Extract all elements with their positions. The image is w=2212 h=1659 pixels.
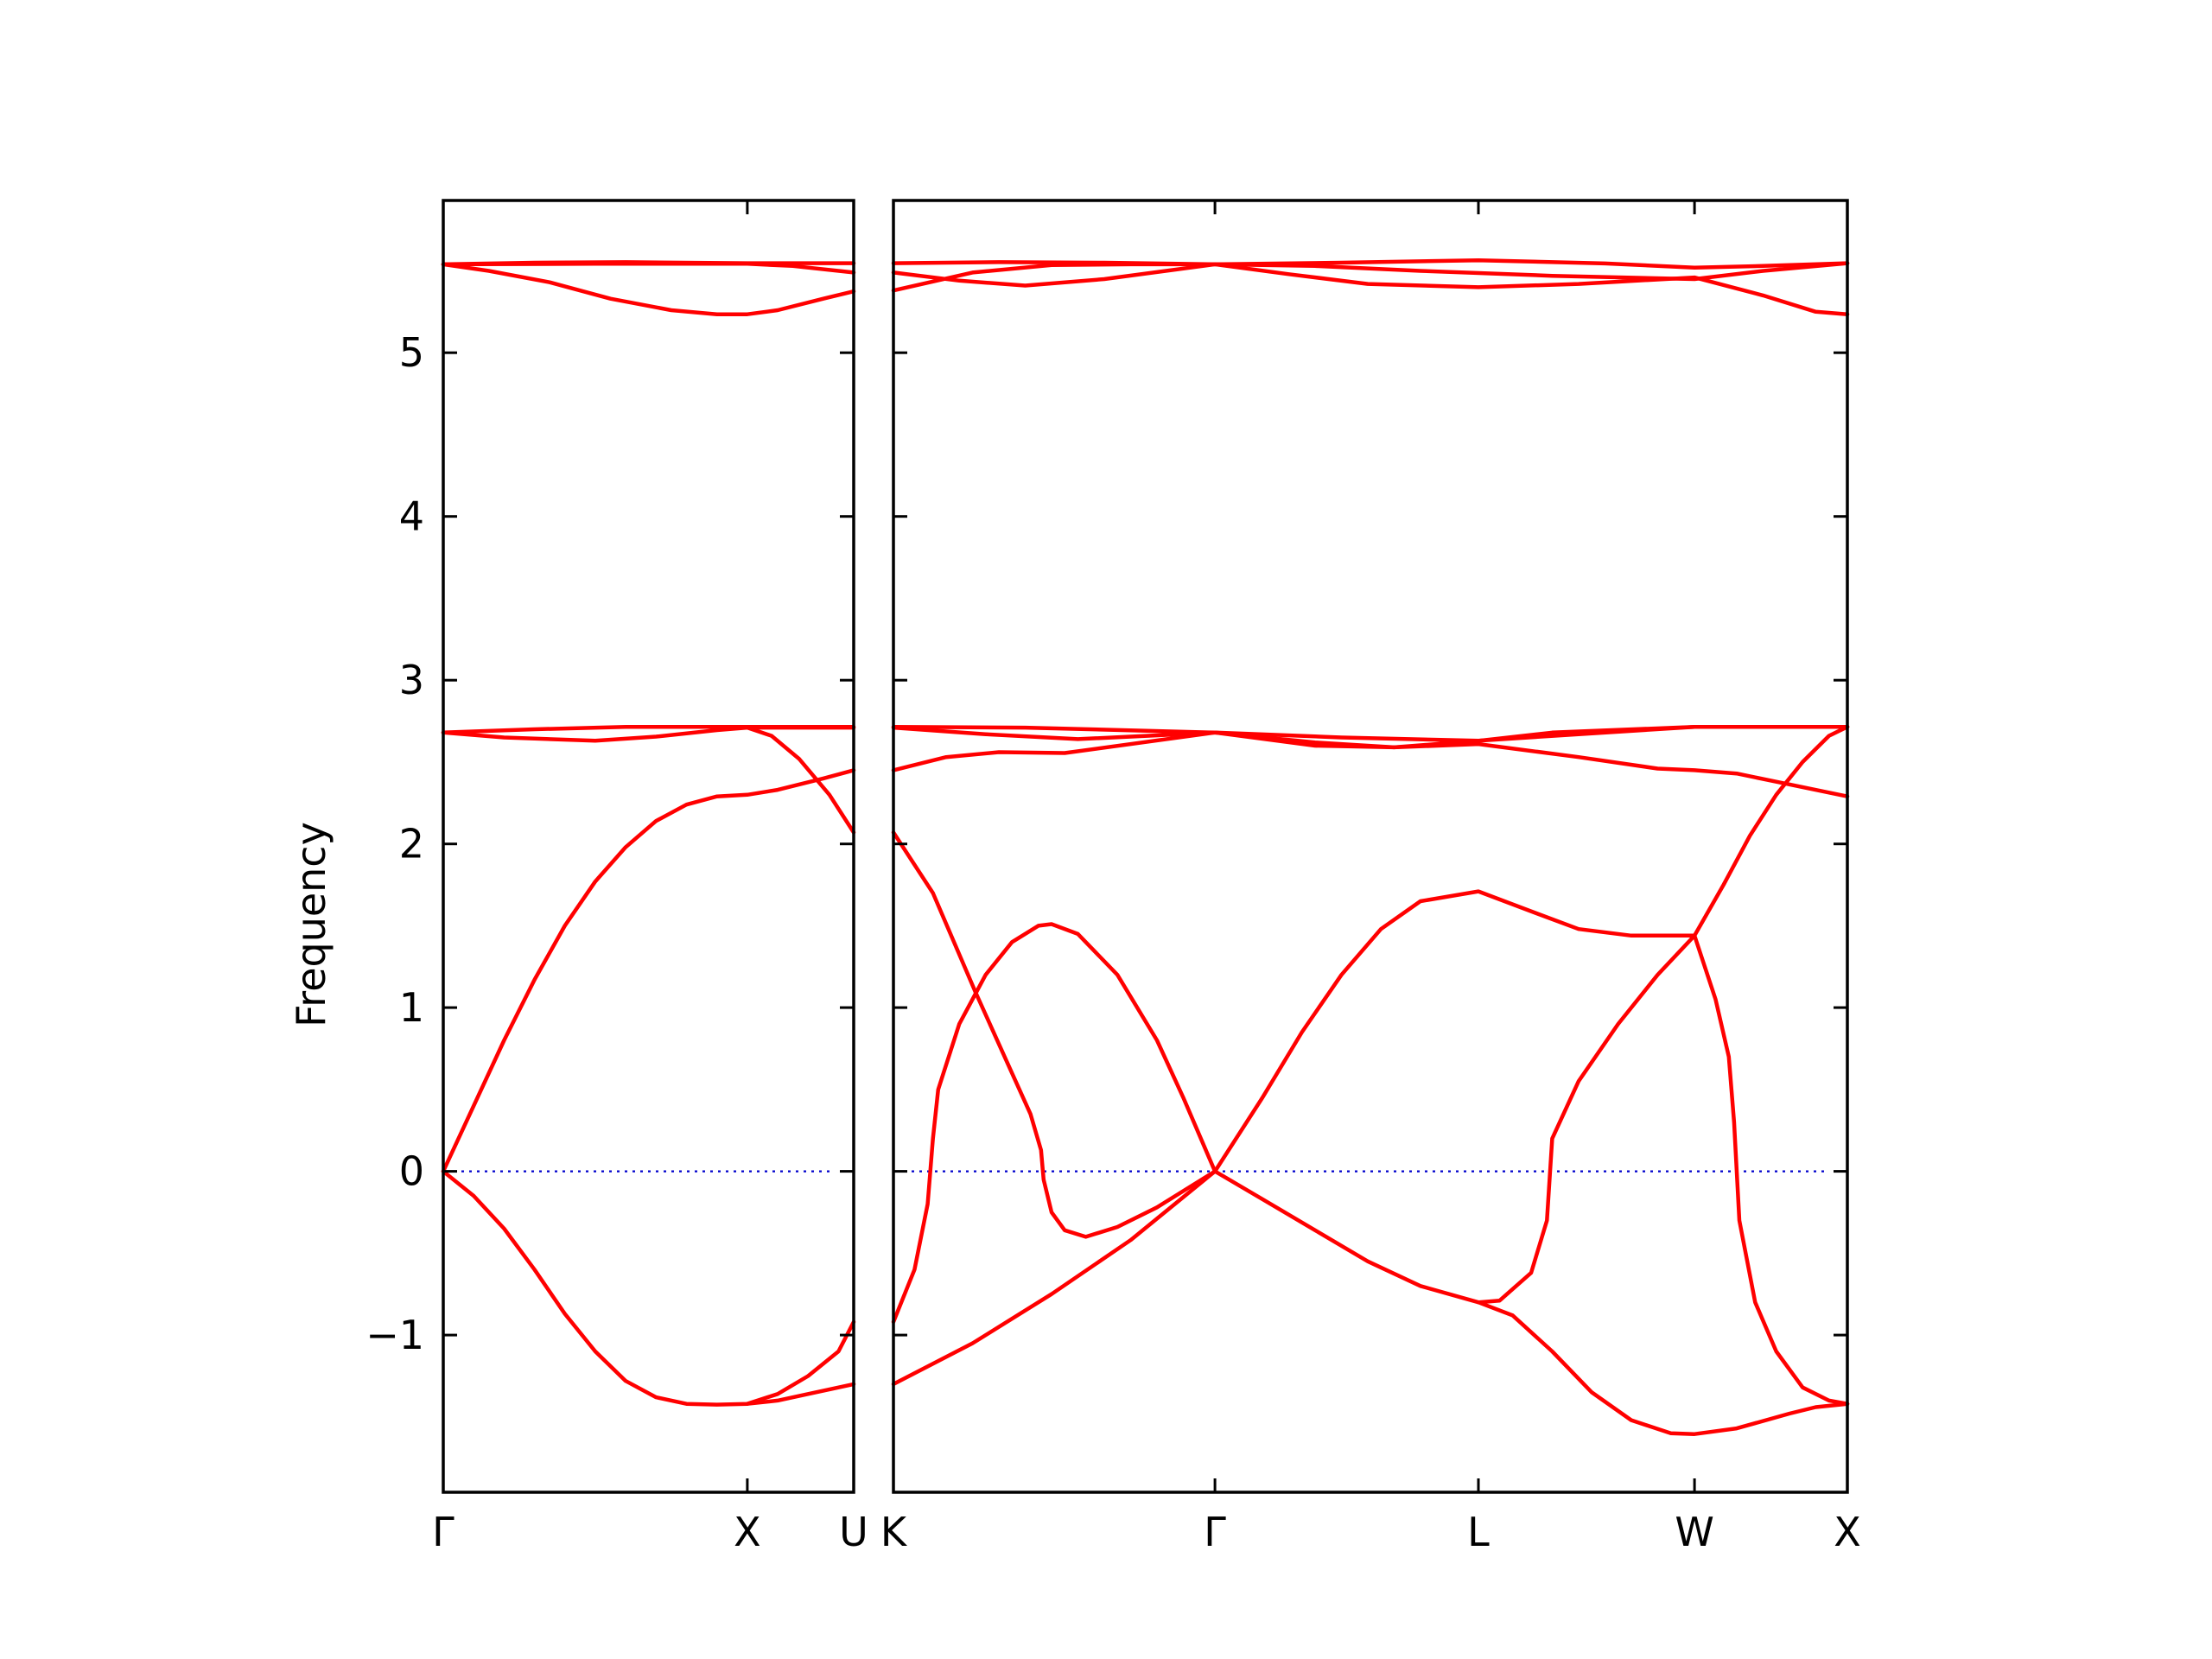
- plot-frame-left: [442, 199, 855, 1494]
- band-line-right-3: [891, 262, 1850, 316]
- panel-left: −1 0 1 2 3 4 5 Γ X U: [365, 199, 868, 1555]
- y-tick-label: 5: [399, 329, 424, 376]
- x-tick-label: Γ: [1204, 1509, 1226, 1555]
- band-line-left-2: [441, 262, 856, 316]
- band-line-right-7: [891, 830, 1217, 1239]
- band-line-right-2: [891, 261, 1850, 293]
- x-tick-label: Γ: [432, 1509, 454, 1555]
- band-line-right-9: [891, 1169, 1217, 1387]
- x-tick-label: X: [1834, 1509, 1861, 1555]
- band-line-right-1: [891, 257, 1850, 270]
- y-tick-label: 3: [399, 657, 424, 703]
- band-line-left-3: [441, 262, 856, 275]
- band-line-left-9: [745, 1319, 856, 1406]
- y-tick-label: 0: [399, 1148, 424, 1195]
- band-line-right-13: [1692, 933, 1850, 1406]
- band-line-right-6: [891, 730, 1850, 798]
- band-line-left-7: [745, 725, 856, 835]
- y-tick-label: −1: [365, 1312, 424, 1358]
- band-line-left-8: [441, 1169, 856, 1407]
- x-tick-label: W: [1675, 1509, 1713, 1555]
- plot-frame-right: [892, 199, 1849, 1494]
- band-line-left-6: [441, 768, 856, 1173]
- band-line-right-12: [1476, 1300, 1850, 1436]
- y-axis-label: Frequency: [288, 822, 334, 1027]
- x-tick-label: K: [880, 1509, 908, 1555]
- x-tick-label: U: [839, 1509, 868, 1555]
- y-tick-label: 1: [399, 984, 424, 1031]
- band-line-right-14: [1692, 724, 1850, 938]
- y-tick-label: 4: [399, 493, 424, 540]
- y-tick-label: 2: [399, 821, 424, 868]
- x-tick-label: X: [734, 1509, 761, 1555]
- band-line-right-10: [1212, 889, 1697, 1173]
- band-line-right-8: [891, 922, 1217, 1325]
- x-tick-label: L: [1467, 1509, 1490, 1555]
- band-line-right-11: [1212, 933, 1697, 1305]
